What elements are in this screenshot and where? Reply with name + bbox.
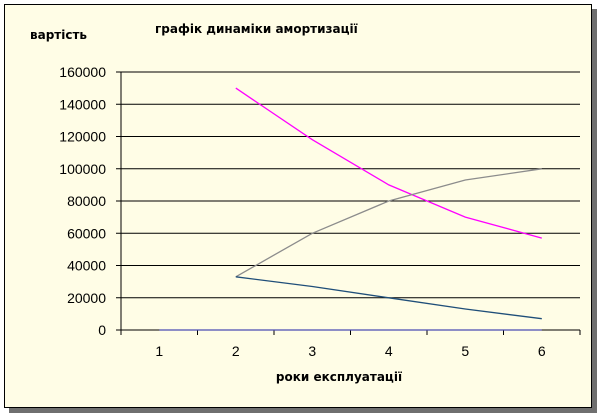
chart-frame [4,4,592,408]
series-line-2 [235,168,542,278]
x-tick-label: 4 [385,343,393,359]
x-tick-label: 2 [232,343,240,359]
series-line-1 [235,87,542,239]
y-tick-label: 160000 [59,64,106,80]
y-tick-label: 100000 [59,161,106,177]
y-tick-labels: 0 20000 40000 60000 80000 100000 120000 140000 1… [59,64,106,338]
chart-title: графік динаміки амортизації [155,22,358,36]
y-axis-label: вартість [30,28,87,42]
x-tick-label: 6 [538,343,546,359]
y-tick-label: 140000 [59,96,106,112]
series-line-3 [235,276,542,320]
y-tick-label: 80000 [67,193,106,209]
y-tick-label: 20000 [67,290,106,306]
x-tick-label: 3 [308,343,316,359]
y-tick-label: 60000 [67,225,106,241]
axes [116,71,581,335]
y-tick-label: 40000 [67,258,106,274]
y-tick-label: 0 [98,322,106,338]
gridlines [121,71,580,299]
x-tick-labels: 1 2 3 4 5 6 [155,343,546,359]
x-tick-label: 1 [155,343,163,359]
x-axis-label: роки експлуатації [276,370,402,384]
y-tick-label: 120000 [59,129,106,145]
x-tick-label: 5 [461,343,469,359]
series-lines [159,87,542,331]
